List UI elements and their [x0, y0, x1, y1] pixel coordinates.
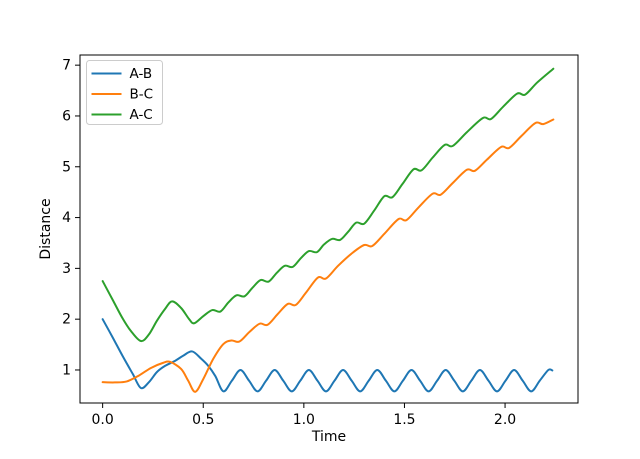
axes-spine [79, 54, 579, 404]
x-tick-label: 1.5 [393, 412, 415, 428]
legend-box [86, 60, 163, 125]
series-line-A-C [101, 67, 555, 343]
x-tick-label: 1.0 [293, 412, 315, 428]
legend-label-B-C: B-C [130, 87, 154, 103]
x-tick-label: 0.5 [192, 412, 214, 428]
y-tick-label: 7 [62, 58, 71, 74]
legend-label-A-C: A-C [130, 107, 153, 123]
y-tick-label: 5 [62, 159, 71, 175]
y-tick-label: 1 [62, 362, 71, 378]
series-line-B-C [101, 118, 555, 393]
y-axis-label: Distance [38, 198, 54, 260]
y-tick-label: 2 [62, 312, 71, 328]
legend-label-A-B: A-B [130, 66, 153, 82]
series-line-A-B [101, 318, 554, 393]
y-tick-label: 6 [62, 108, 71, 124]
x-tick-label: 2.0 [494, 412, 516, 428]
x-tick-label: 0.0 [92, 412, 114, 428]
y-tick-label: 4 [62, 210, 71, 226]
y-tick-label: 3 [62, 261, 71, 277]
x-axis-label: Time [311, 429, 347, 445]
